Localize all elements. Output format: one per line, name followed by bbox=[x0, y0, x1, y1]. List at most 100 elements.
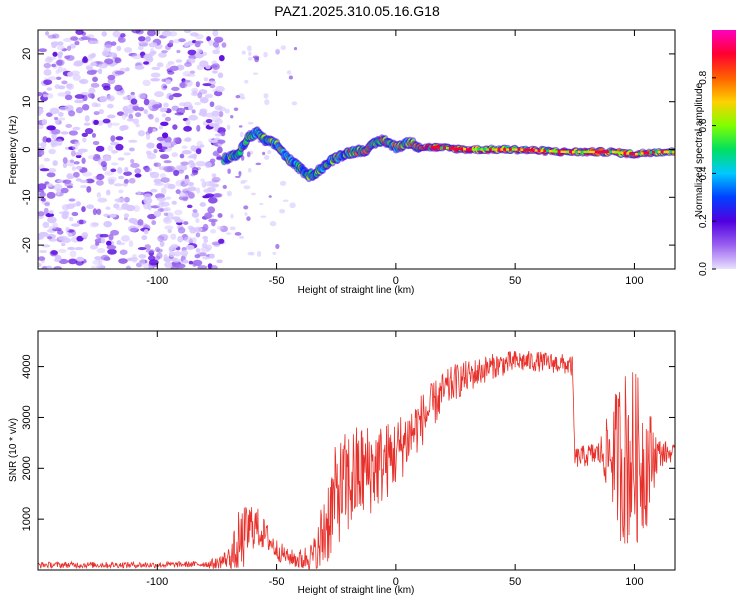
spectrogram-noise-blob bbox=[96, 61, 104, 65]
spectrogram-noise-blob bbox=[259, 202, 264, 206]
spectrogram-noise-blob bbox=[54, 84, 60, 90]
spectrogram-noise-blob bbox=[52, 160, 58, 167]
spectrogram-noise-blob bbox=[57, 92, 67, 97]
spectrogram-noise-blob bbox=[246, 216, 251, 222]
spectrogram-noise-blob bbox=[91, 133, 97, 138]
spectrogram-noise-blob bbox=[73, 161, 80, 165]
spectrogram-noise-blob bbox=[100, 254, 110, 261]
spectrogram-noise-blob bbox=[52, 141, 58, 148]
spectrogram-noise-blob bbox=[151, 66, 161, 71]
spectrogram-noise-blob bbox=[263, 51, 268, 58]
spectrogram-noise-blob bbox=[67, 246, 75, 250]
spectrogram-noise-blob bbox=[114, 57, 122, 64]
spectrogram-noise-blob bbox=[81, 157, 86, 164]
spectrogram-noise-blob bbox=[91, 40, 99, 45]
spectrogram-noise-blob bbox=[38, 262, 42, 267]
spectrogram-noise-blob bbox=[148, 265, 154, 269]
spectrogram-ridge-core bbox=[517, 148, 521, 151]
spectrogram-noise-blob bbox=[81, 103, 90, 111]
y-tick-label: 3000 bbox=[21, 405, 33, 429]
spectrogram-noise-blob bbox=[148, 42, 158, 48]
spectrogram-noise-blob bbox=[291, 101, 298, 106]
spectrogram-noise-blob bbox=[81, 231, 89, 239]
spectrogram-noise-blob bbox=[103, 220, 113, 228]
colorbar-ticks: 0.0 0.2 0.4 0.6 0.8 bbox=[698, 70, 716, 276]
spectrogram-noise-blob bbox=[158, 125, 164, 130]
spectrogram-ridge-core bbox=[534, 149, 538, 152]
spectrogram-noise-blob bbox=[79, 179, 88, 184]
spectrogram-noise-blob bbox=[126, 118, 135, 122]
spectrogram-noise-blob bbox=[209, 253, 215, 259]
spectrogram-noise-blob bbox=[123, 171, 132, 176]
spectrogram-ridge-core bbox=[457, 147, 461, 151]
spectrogram-ridge-core bbox=[554, 150, 558, 153]
spectrogram-ridge-core bbox=[640, 152, 644, 155]
spectrogram-ridge-core bbox=[466, 148, 470, 151]
spectrogram-noise-blob bbox=[191, 167, 199, 174]
spectrogram-noise-blob bbox=[165, 196, 172, 200]
spectrogram-noise-blob bbox=[96, 179, 104, 186]
spectrogram-noise-blob bbox=[244, 212, 248, 216]
spectrogram-noise-blob bbox=[142, 79, 151, 87]
spectrogram-noise-blob bbox=[107, 121, 113, 128]
spectrogram-noise-blob bbox=[81, 57, 89, 64]
snr-y-ticks: 1000 2000 3000 4000 bbox=[21, 354, 675, 531]
spectrogram-noise-blob bbox=[221, 42, 227, 48]
spectrogram-noise-blob bbox=[211, 176, 221, 183]
spectrogram-ridge-core bbox=[500, 148, 504, 151]
y-tick-label: 20 bbox=[21, 48, 33, 60]
spectrogram-ridge-core bbox=[440, 146, 444, 149]
spectrogram-noise-blob bbox=[123, 152, 131, 156]
colorbar-gradient bbox=[712, 30, 736, 269]
spectrogram-noise-blob bbox=[106, 103, 114, 109]
spectrogram-noise-blob bbox=[38, 256, 46, 261]
spectrogram-noise-blob bbox=[246, 45, 252, 52]
spectrogram-ridge-core bbox=[609, 150, 613, 154]
spectrogram-noise-blob bbox=[150, 72, 161, 78]
spectrogram-ridge-core bbox=[629, 152, 633, 155]
spectrogram-noise-blob bbox=[145, 36, 151, 42]
spectrogram-ridge-core bbox=[571, 150, 575, 154]
spectrogram-noise-blob bbox=[218, 54, 225, 62]
spectrogram-noise-blob bbox=[38, 211, 45, 217]
spectrogram-noise-blob bbox=[86, 34, 95, 39]
x-tick-label: 0 bbox=[393, 576, 399, 588]
spectrogram-noise-blob bbox=[89, 54, 96, 59]
spectrogram-noise-blob bbox=[116, 167, 123, 174]
spectrogram-noise-blob bbox=[110, 162, 119, 166]
spectrogram-noise-blob bbox=[189, 70, 196, 75]
spectrogram-noise-blob bbox=[71, 211, 79, 217]
spectrogram-x-ticks: -100 -50 0 50 100 bbox=[146, 30, 644, 287]
chart-title: PAZ1.2025.310.05.16.G18 bbox=[274, 3, 440, 19]
spectrogram-noise-blob bbox=[246, 151, 251, 158]
spectrogram-noise-blob bbox=[150, 77, 161, 82]
spectrogram-noise-blob bbox=[117, 37, 126, 43]
spectrogram-noise-blob bbox=[165, 142, 171, 148]
spectrogram-ridge-core bbox=[594, 150, 598, 154]
spectrogram-noise-blob bbox=[216, 225, 224, 230]
spectrogram-noise-blob bbox=[165, 63, 171, 69]
spectrogram-noise-blob bbox=[98, 68, 103, 75]
spectrogram-ridge-core bbox=[603, 150, 607, 154]
spectrogram-noise-blob bbox=[262, 151, 266, 156]
spectrogram-noise-blob bbox=[188, 260, 194, 265]
spectrogram-noise-blob bbox=[97, 197, 108, 203]
spectrogram-noise-blob bbox=[149, 51, 155, 57]
spectrogram-noise-blob bbox=[50, 250, 58, 255]
spectrogram-noise-blob bbox=[84, 127, 94, 135]
spectrogram-noise-blob bbox=[39, 249, 48, 254]
spectrogram-noise-blob bbox=[178, 169, 185, 174]
spectrogram-noise-blob bbox=[75, 154, 82, 159]
spectrogram-noise-blob bbox=[191, 87, 199, 93]
spectrogram-noise-blob bbox=[78, 219, 84, 225]
spectrogram-noise-blob bbox=[99, 233, 109, 238]
spectrogram-noise-blob bbox=[68, 110, 76, 117]
x-tick-label: -100 bbox=[146, 275, 168, 287]
spectrogram-noise-blob bbox=[68, 198, 76, 202]
spectrogram-ridge-core bbox=[531, 149, 535, 152]
spectrogram-noise-blob bbox=[252, 72, 259, 75]
spectrogram-noise-blob bbox=[199, 108, 208, 114]
spectrogram-noise-blob bbox=[68, 130, 78, 136]
